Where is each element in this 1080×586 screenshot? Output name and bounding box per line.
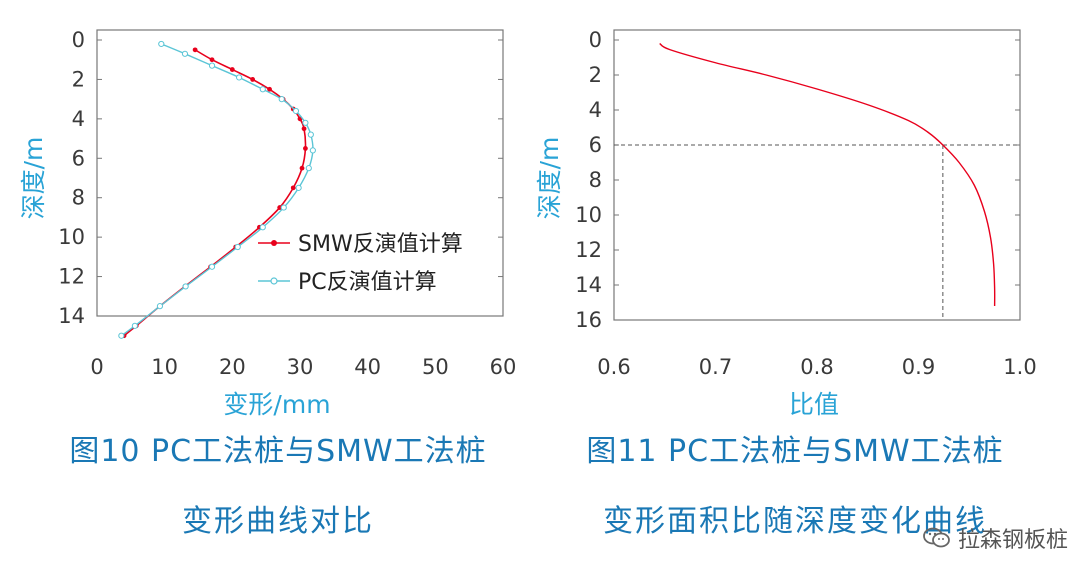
y-tick-label: 10 xyxy=(575,203,602,227)
x-tick-label: 0.8 xyxy=(800,355,833,379)
data-point xyxy=(234,243,241,251)
data-point xyxy=(208,263,216,270)
data-point xyxy=(192,47,198,53)
y-tick-label: 2 xyxy=(72,67,85,91)
x-tick-label: 30 xyxy=(287,355,314,379)
data-point xyxy=(259,224,266,231)
data-point xyxy=(181,50,189,57)
data-point xyxy=(182,283,189,290)
y-tick-label: 8 xyxy=(72,186,85,210)
x-tick-label: 0.6 xyxy=(597,355,630,379)
x-tick-label: 50 xyxy=(422,355,449,379)
y-tick-label: 12 xyxy=(58,265,85,289)
y-tick-label: 12 xyxy=(575,238,602,262)
y-tick-label: 0 xyxy=(72,28,85,52)
y-axis-title: 深度/m xyxy=(19,137,48,220)
data-point xyxy=(299,165,305,171)
y-tick-label: 16 xyxy=(575,308,602,332)
data-point xyxy=(118,332,125,339)
data-point xyxy=(267,86,272,92)
y-tick-label: 10 xyxy=(58,225,85,249)
data-point xyxy=(278,96,285,103)
y-tick-label: 4 xyxy=(72,107,85,131)
y-tick-label: 4 xyxy=(589,98,602,122)
x-tick-label: 1.0 xyxy=(1003,355,1036,379)
plot-frame xyxy=(613,29,1021,321)
legend-marker xyxy=(271,240,277,246)
data-point xyxy=(229,67,235,72)
x-axis-title: 变形/mm xyxy=(223,390,330,419)
y-tick-label: 2 xyxy=(589,63,602,87)
figure10-caption-line2: 变形曲线对比 xyxy=(182,504,374,539)
plot-frame xyxy=(96,29,504,317)
data-point xyxy=(303,146,308,151)
x-tick-label: 0.7 xyxy=(699,355,732,379)
x-tick-label: 60 xyxy=(490,355,517,379)
y-tick-label: 14 xyxy=(58,304,85,328)
data-point xyxy=(305,165,312,172)
watermark: 拉森钢板桩 xyxy=(922,522,1068,554)
data-point xyxy=(307,131,314,138)
data-point xyxy=(158,40,165,48)
figure10-caption-line1: 图10 PC工法桩与SMW工法桩 xyxy=(69,434,487,469)
y-tick-label: 8 xyxy=(589,168,602,192)
x-tick-label: 0 xyxy=(90,355,103,379)
series-line xyxy=(123,49,307,337)
legend-label: PC反演值计算 xyxy=(298,270,437,295)
data-point xyxy=(309,147,316,154)
watermark-text: 拉森钢板桩 xyxy=(957,528,1068,553)
y-tick-label: 0 xyxy=(589,28,602,52)
data-point xyxy=(302,119,309,126)
data-point xyxy=(209,57,215,63)
figure11-caption-line1: 图11 PC工法桩与SMW工法桩 xyxy=(586,434,1004,469)
legend-marker xyxy=(270,277,278,285)
data-point xyxy=(290,185,296,191)
figure11-caption-line2: 变形面积比随深度变化曲线 xyxy=(603,504,987,539)
data-point xyxy=(277,205,283,210)
x-axis-title: 比值 xyxy=(789,390,839,419)
area-ratio-chart: 0 2 4 6 8 10 12 14 16 0.6 0.7 0.8 0.9 1.0 比值 深度/m xyxy=(535,28,1037,419)
y-tick-label: 6 xyxy=(589,133,602,157)
y-tick-label: 14 xyxy=(575,273,602,297)
series-line xyxy=(659,42,996,307)
data-point xyxy=(301,126,307,132)
x-tick-label: 0.9 xyxy=(902,355,935,379)
data-point xyxy=(131,322,138,329)
x-tick-label: 10 xyxy=(151,355,178,379)
data-point xyxy=(250,77,256,82)
deformation-chart: 0 2 4 6 8 10 12 14 0 10 20 30 40 50 60 变形/mm 深度/m SMW反演值计… xyxy=(19,28,516,419)
y-tick-label: 6 xyxy=(72,146,85,170)
data-point xyxy=(280,204,287,211)
data-point xyxy=(259,86,266,93)
data-point xyxy=(208,62,216,69)
data-point xyxy=(292,107,300,115)
wechat-icon xyxy=(923,527,950,548)
x-tick-label: 20 xyxy=(219,355,246,379)
data-point xyxy=(295,184,302,191)
data-point xyxy=(156,303,164,310)
series-line xyxy=(120,43,314,337)
data-point xyxy=(236,74,243,81)
y-axis-title: 深度/m xyxy=(535,137,564,220)
x-tick-label: 40 xyxy=(354,355,381,379)
legend-label: SMW反演值计算 xyxy=(298,232,463,257)
